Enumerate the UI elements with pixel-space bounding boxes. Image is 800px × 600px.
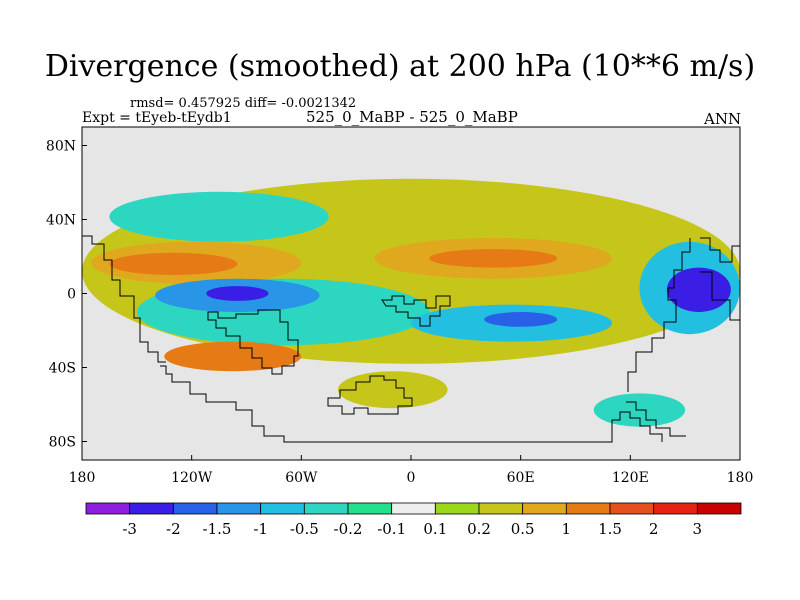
colorbar-label: -0.2	[334, 520, 363, 538]
x-axis: 180 120W 60W 0 60E 120E 180	[69, 455, 754, 486]
colorbar-swatch	[522, 502, 567, 515]
colorbar-label: -2	[166, 520, 181, 538]
colorbar-label: -1.5	[203, 520, 232, 538]
colorbar-swatch	[172, 502, 218, 515]
x-tick-label: 180	[69, 470, 96, 486]
colorbar-label: -0.5	[290, 520, 319, 538]
y-tick-label: 40N	[46, 213, 76, 229]
coastline-antarctica	[160, 365, 663, 443]
coastline-asia-east	[627, 238, 691, 392]
coastline-australia	[626, 401, 686, 437]
stats-label: rmsd= 0.457925 diff= -0.0021342	[130, 96, 357, 111]
colorbar-swatch	[565, 502, 611, 515]
season-label: ANN	[704, 110, 742, 128]
colorbar-swatch	[391, 502, 436, 515]
y-tick-label: 80N	[46, 139, 76, 155]
colorbar-swatch	[696, 502, 742, 515]
colorbar-swatch	[347, 502, 393, 515]
colorbar-label: 0.1	[423, 520, 447, 538]
field-region-13	[164, 341, 302, 372]
colorbar-label: 0.2	[467, 520, 491, 538]
colorbar-label: 1	[562, 520, 572, 538]
x-tick-label: 180	[727, 470, 754, 486]
field-region-14	[337, 371, 448, 409]
colorbar-swatch	[478, 502, 524, 515]
colorbar-swatch	[653, 502, 698, 515]
coastline-africa	[381, 295, 451, 327]
y-axis: 80N 40N 0 40S 80S	[46, 139, 87, 451]
colorbar-label: 0.5	[511, 520, 535, 538]
colorbar-swatch	[216, 502, 262, 515]
colorbar-swatch	[609, 502, 655, 515]
experiment-label: Expt = tEyeb-tEydb1	[82, 110, 232, 126]
colorbar-label: -1	[253, 520, 268, 538]
colorbar: -3 -2 -1.5 -1 -0.5 -0.2 -0.1 0.1 0.2 0.5 1 1.5 2 3	[85, 502, 742, 538]
field-region-12	[666, 267, 731, 312]
colorbar-label: 3	[693, 520, 703, 538]
x-tick-label: 60E	[507, 470, 535, 486]
coastline-north-america	[82, 235, 166, 363]
x-tick-label: 120W	[171, 470, 213, 486]
colorbar-label: 2	[649, 520, 659, 538]
cases-label: 525_0_MaBP - 525_0_MaBP	[306, 108, 518, 126]
colorbar-label: -0.1	[377, 520, 406, 538]
x-tick-label: 0	[407, 470, 416, 486]
colorbar-label: -3	[122, 520, 137, 538]
coastline-antarctic-peninsula	[327, 375, 413, 415]
colorbar-swatch	[85, 502, 131, 515]
field-region-8	[429, 249, 558, 268]
y-tick-label: 0	[67, 287, 76, 303]
coastline-pacific-islands	[700, 237, 740, 321]
field-region-6	[206, 286, 269, 301]
chart-title: Divergence (smoothed) at 200 hPa (10**6 …	[44, 49, 756, 84]
field-region-3	[109, 252, 238, 275]
colorbar-label: 1.5	[598, 520, 622, 538]
y-tick-label: 40S	[49, 361, 76, 377]
coastline-layer	[82, 235, 740, 443]
map-layer	[82, 127, 740, 460]
colorbar-swatch	[434, 502, 480, 515]
colorbar-swatch	[129, 502, 174, 515]
coastline-south-america	[207, 309, 299, 375]
field-region-10	[484, 312, 558, 327]
field-region-1	[109, 191, 329, 242]
y-tick-label: 80S	[49, 435, 76, 451]
colorbar-swatch	[260, 502, 305, 515]
x-tick-label: 120E	[612, 470, 649, 486]
x-tick-label: 60W	[285, 470, 318, 486]
colorbar-swatch	[303, 502, 349, 515]
